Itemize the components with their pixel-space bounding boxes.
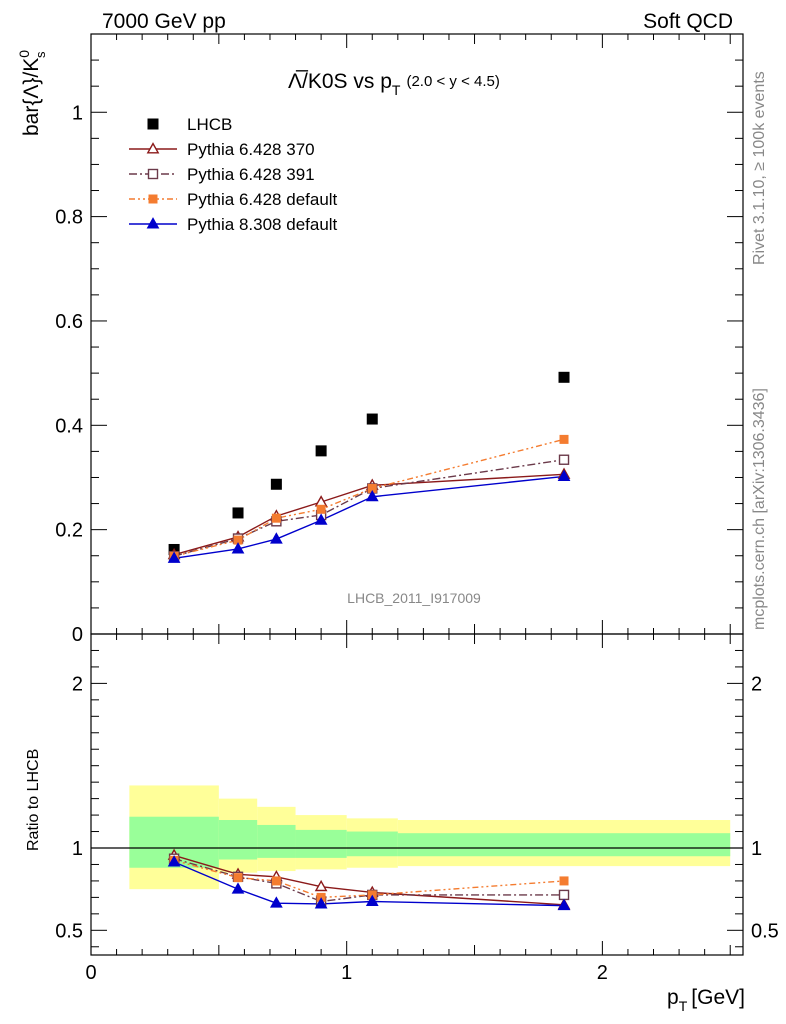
ratio-band-inner (257, 824, 296, 858)
chart-title-sub: T (392, 82, 401, 98)
series-4-ratio-point (314, 897, 328, 909)
series-1-ratio-line (173, 854, 565, 906)
series-0-point (366, 413, 378, 425)
chart-title-main: Λ̅/K0S vs p (288, 70, 392, 93)
ratio-axis-label: Ratio to LHCB (25, 749, 42, 851)
series-3-point (233, 535, 243, 545)
y-tick-label: 0.4 (55, 415, 83, 437)
series-4-point (231, 542, 245, 554)
series-4-ratio-point (270, 896, 283, 908)
series-4-ratio-point (167, 855, 181, 867)
chart-title: Λ̅/K0S vs pT (2.0 < y < 4.5) (288, 70, 500, 98)
x-axis-label-unit: [GeV] (691, 986, 745, 1009)
legend-item-3-label: Pythia 6.428 default (187, 190, 338, 209)
header-right: Soft QCD (643, 10, 733, 33)
ratio-band-inner (397, 833, 731, 857)
series-3-point (559, 434, 569, 444)
series-2-ratio-point (558, 889, 570, 901)
legend-item-1-marker (146, 142, 160, 154)
tick-labels: 0 0.2 0.4 0.6 0.8 1 0.5 0.5 1 1 2 2 0 1 2 (55, 102, 779, 984)
mcplots-note: mcplots.cern.ch [arXiv:1306.3436] (751, 388, 768, 630)
x-tick-label: 2 (597, 962, 608, 984)
series-3-ratio-line (173, 859, 565, 899)
x-axis-label-main: p (667, 986, 679, 1009)
series-3-point (271, 513, 281, 523)
legend-item-0-label: LHCB (187, 115, 232, 134)
series-0-point (558, 371, 570, 383)
series-4-point (314, 513, 328, 525)
ratio-band-inner (218, 820, 258, 860)
series-4-ratio-line (173, 861, 565, 907)
header-left: 7000 GeV pp (102, 10, 226, 33)
series-4-line (173, 475, 565, 560)
legend-item-2-marker (147, 168, 159, 180)
series-4-point (365, 489, 379, 502)
ratio-tick-label-right: 0.5 (751, 920, 779, 942)
series-2-point (558, 454, 570, 465)
series-4-point (167, 551, 181, 563)
y-axis-label-sup: 0 (16, 50, 32, 58)
x-axis-label-sub: T (679, 998, 688, 1014)
series-3-point (367, 483, 377, 493)
legend-item-4-marker (146, 217, 160, 229)
analysis-watermark: LHCB_2011_I917009 (347, 590, 481, 606)
y-tick-label: 0.6 (55, 311, 83, 333)
series-4-ratio-point (231, 882, 245, 894)
x-tick-label: 0 (85, 962, 96, 984)
series-2-ratio-line (173, 858, 565, 903)
y-tick-label: 0.2 (55, 520, 83, 542)
x-tick-label: 1 (341, 962, 352, 984)
legend: LHCB Pythia 6.428 370 Pythia 6.428 391 Pyth… (129, 115, 338, 234)
y-axis-label-main: bar{Λ}/K (20, 58, 43, 136)
series-3-ratio-point (271, 876, 281, 886)
series-lines (173, 438, 565, 907)
ratio-tick-label-left: 0.5 (55, 920, 83, 942)
y-tick-label: 1 (72, 102, 83, 124)
rivet-note: Rivet 3.1.10, ≥ 100k events (751, 71, 768, 265)
series-1-ratio-point (314, 879, 328, 892)
ratio-tick-label-right: 1 (751, 838, 762, 860)
legend-item-3-marker (148, 194, 158, 204)
y-tick-label: 0.8 (55, 207, 83, 229)
series-3-ratio-point (559, 876, 569, 886)
series-3-line (173, 438, 565, 557)
legend-item-1-label: Pythia 6.428 370 (187, 140, 315, 159)
y-tick-label: 0 (72, 624, 83, 646)
series-3-ratio-point (233, 873, 243, 883)
ratio-tick-label-left: 1 (72, 838, 83, 860)
series-markers (167, 371, 571, 911)
series-4-point (557, 469, 571, 481)
y-axis-label: bar{Λ}/K0s (16, 50, 48, 136)
x-axis-label: pT [GeV] (667, 986, 745, 1014)
legend-item-0-marker (147, 118, 159, 130)
legend-item-2-label: Pythia 6.428 391 (187, 165, 315, 184)
ratio-panel-frame (90, 633, 744, 956)
series-0-point (315, 445, 327, 457)
series-4-point (270, 532, 283, 544)
ratio-band-inner (346, 831, 398, 857)
series-0-point (232, 507, 244, 519)
y-axis-label-sub: s (33, 51, 48, 58)
series-0-point (270, 478, 282, 490)
legend-item-4-label: Pythia 8.308 default (187, 215, 338, 234)
chart-title-range: (2.0 < y < 4.5) (406, 73, 499, 90)
axes (90, 33, 744, 956)
series-2-line (173, 459, 565, 557)
ratio-tick-label-right: 2 (751, 673, 762, 695)
ratio-band-inner (295, 829, 347, 858)
series-4-ratio-point (365, 894, 379, 907)
series-3-point (316, 504, 326, 514)
series-4-ratio-point (557, 898, 571, 911)
ratio-uncertainty-bands (91, 785, 743, 890)
ratio-tick-label-left: 2 (72, 673, 83, 695)
